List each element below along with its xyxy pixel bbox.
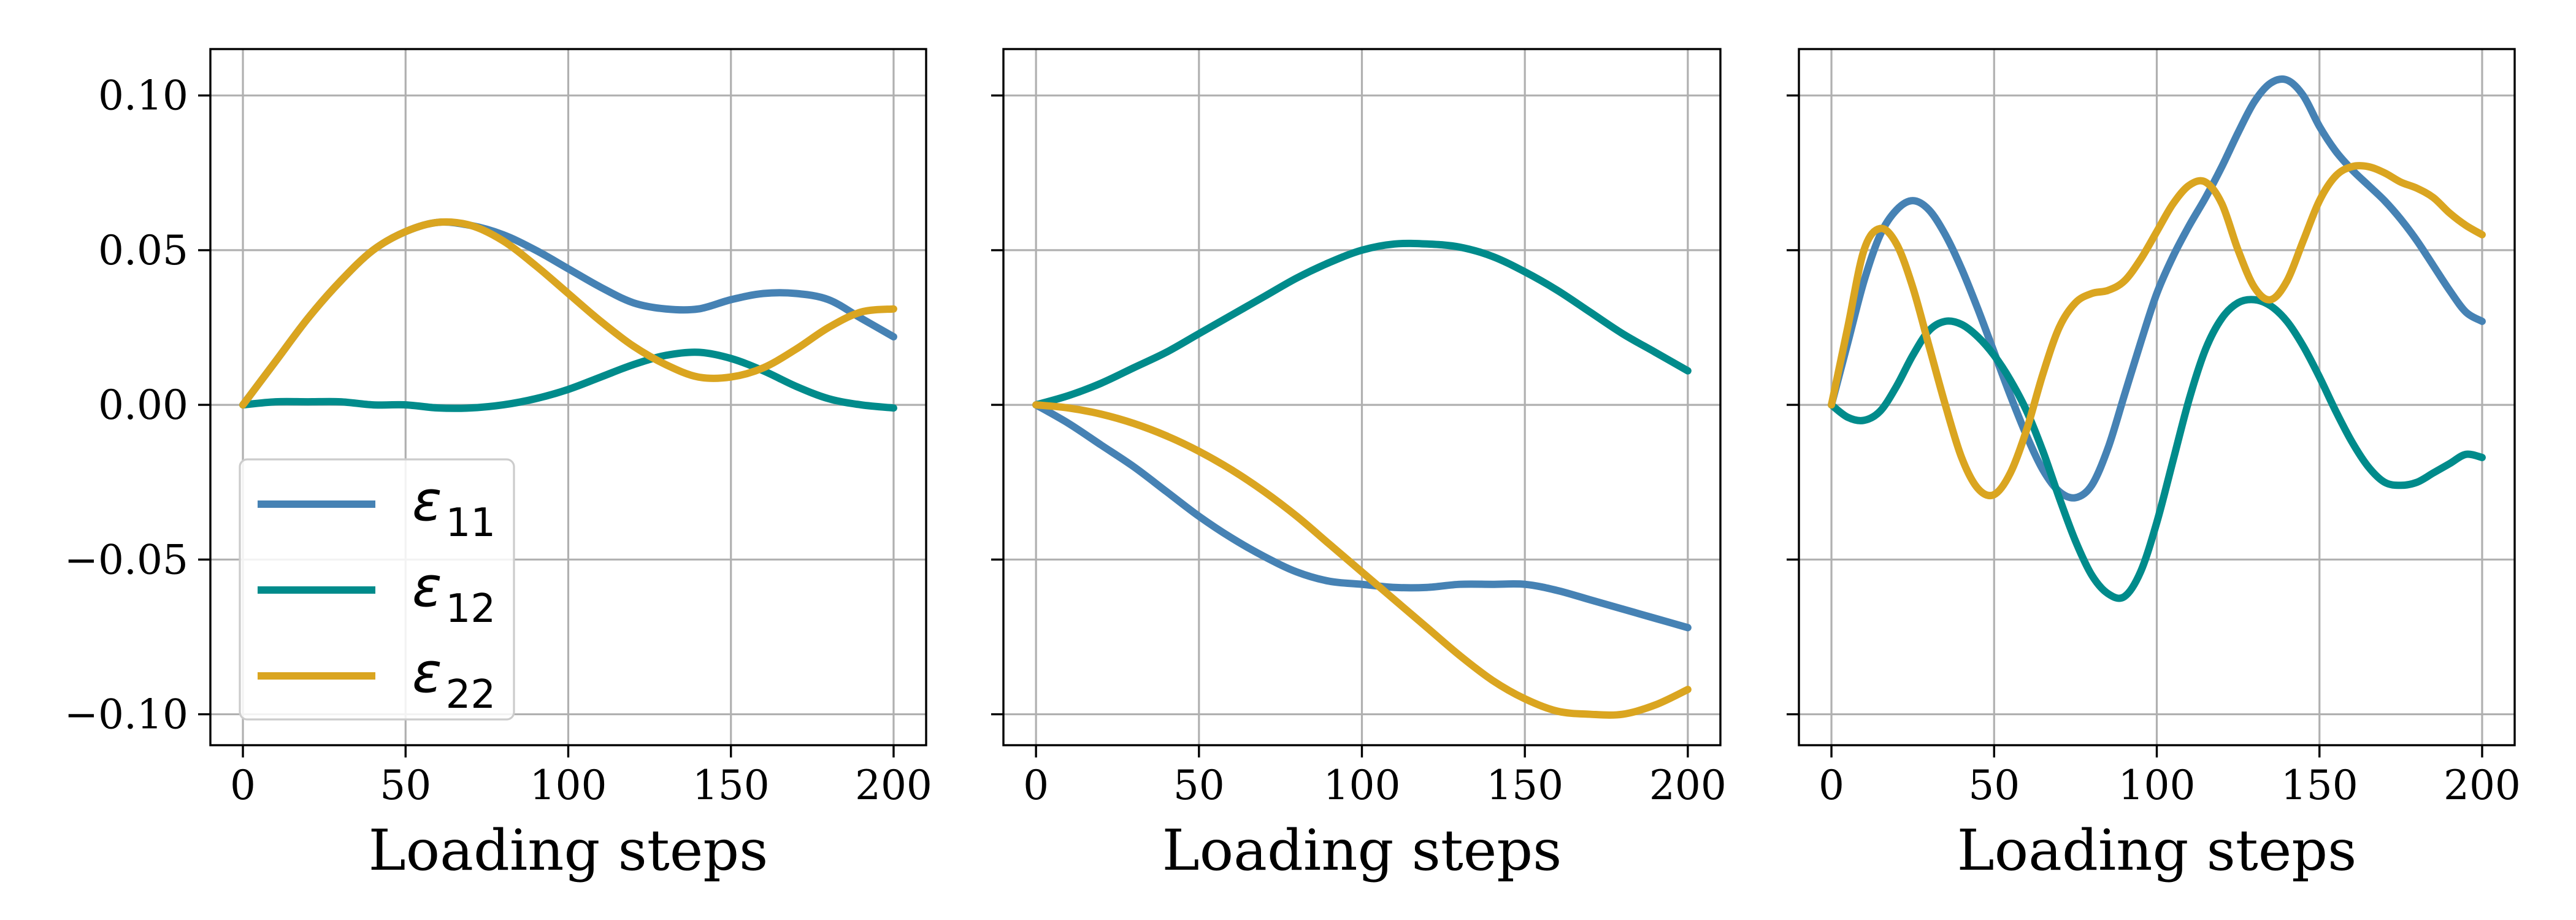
subplot-2: 0 50 100 150 200 Loading steps <box>991 48 1727 883</box>
x-tick-label: 150 <box>1486 762 1563 809</box>
series-line-2 <box>239 348 897 412</box>
x-tick-label: 0 <box>1819 762 1844 809</box>
series-line-1 <box>1828 75 2486 502</box>
y-tick-label: −0.10 <box>64 691 188 738</box>
x-tick-label: 150 <box>692 762 770 809</box>
legend-box <box>239 458 515 721</box>
y-tick-label: 0.05 <box>98 227 188 274</box>
y-tick-label: 0.00 <box>98 381 188 429</box>
y-tick-label: −0.05 <box>64 536 188 583</box>
series-line-2 <box>1032 239 1692 409</box>
legend-label-1: ε11 <box>412 469 496 546</box>
series-line-3 <box>239 218 897 409</box>
subplot-3: 0 50 100 150 200 Loading steps <box>1787 48 2521 883</box>
x-tick-label: 0 <box>1023 762 1049 809</box>
x-axis-title: Loading steps <box>1957 818 2357 883</box>
series-line-3 <box>1032 401 1692 719</box>
x-axis-title: Loading steps <box>1162 818 1562 883</box>
series-line-3 <box>1828 162 2486 499</box>
x-tick-label: 50 <box>1968 762 2020 809</box>
x-tick-label: 200 <box>1649 762 1727 809</box>
x-tick-label: 50 <box>380 762 431 809</box>
x-tick-label: 100 <box>2118 762 2196 809</box>
x-tick-label: 200 <box>2444 762 2521 809</box>
legend-label-3: ε22 <box>412 641 496 718</box>
x-tick-label: 150 <box>2281 762 2358 809</box>
x-tick-label: 100 <box>1324 762 1401 809</box>
grid <box>1799 49 2515 745</box>
series-line-2 <box>1828 296 2486 602</box>
subplot-1: 0 50 100 150 200 0.10 0.05 0.00 −0.05 −0.10 Loadin… <box>64 48 932 883</box>
grid <box>1003 49 1720 745</box>
x-tick-label: 0 <box>230 762 256 809</box>
x-axis-title: Loading steps <box>369 818 769 883</box>
legend-label-2: ε12 <box>412 555 496 632</box>
legend: ε11 ε12 ε22 <box>239 458 515 721</box>
x-tick-label: 200 <box>855 762 932 809</box>
series-line-1 <box>1032 401 1692 632</box>
y-tick-label: 0.10 <box>98 72 188 120</box>
x-tick-label: 100 <box>530 762 607 809</box>
x-tick-label: 50 <box>1173 762 1225 809</box>
